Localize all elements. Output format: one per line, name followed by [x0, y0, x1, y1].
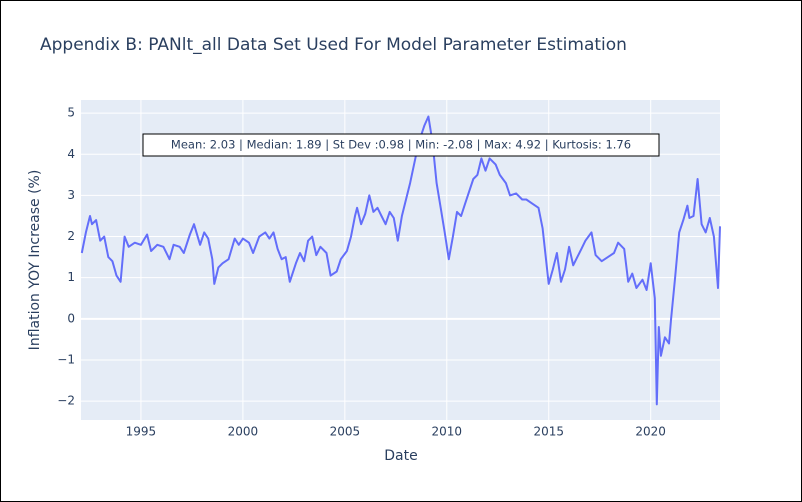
y-tick-label: 5 — [67, 106, 75, 120]
x-tick-label: 2000 — [228, 425, 259, 439]
line — [80, 115, 721, 406]
y-tick-label: −2 — [57, 394, 75, 408]
y-axis-label: Inflation YOY Increase (%) — [27, 170, 43, 351]
y-tick-label: −1 — [57, 352, 75, 366]
chart-title: Appendix B: PANlt_all Data Set Used For … — [40, 35, 627, 55]
x-tick-label: 2010 — [432, 425, 463, 439]
y-tick-label: 1 — [67, 270, 75, 284]
x-tick-label: 1995 — [126, 425, 157, 439]
x-tick-label: 2015 — [533, 425, 564, 439]
x-tick-label: 2020 — [635, 425, 666, 439]
annotation-box — [142, 133, 660, 157]
y-tick-label: 2 — [67, 229, 75, 243]
annotation: Mean: 2.03 | Median: 1.89 | St Dev :0.98… — [171, 138, 631, 152]
y-tick-label: 0 — [67, 311, 75, 325]
x-tick-label: 2005 — [330, 425, 361, 439]
x-axis-label: Date — [384, 448, 417, 464]
y-tick-label: 4 — [67, 147, 75, 161]
y-tick-label: 3 — [67, 188, 75, 202]
